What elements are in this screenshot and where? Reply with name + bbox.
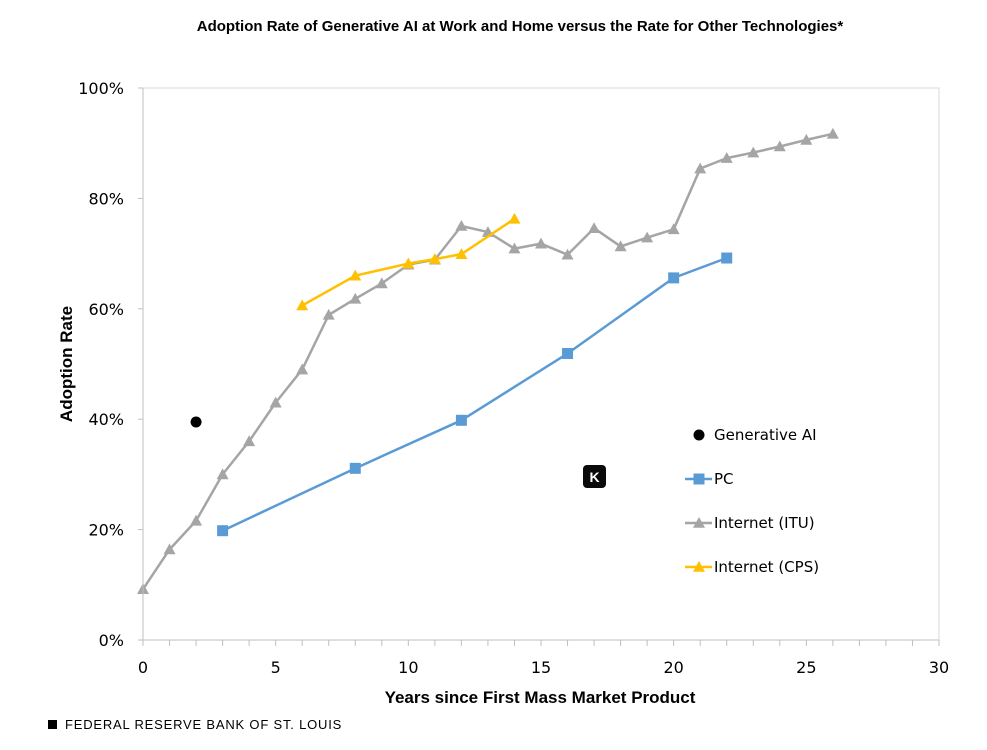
legend-marker-internet-cps <box>693 561 705 572</box>
data-point-internet-cps <box>402 257 415 269</box>
plot-area-border <box>142 87 940 641</box>
legend-label-generative-ai: Generative AI <box>714 426 817 444</box>
data-point-internet-itu <box>800 133 813 145</box>
data-point-internet-itu <box>667 223 680 235</box>
series-line-internet-cps <box>301 217 516 307</box>
x-tick-label: 10 <box>398 658 418 677</box>
footer-source: FEDERAL RESERVE BANK OF ST. LOUIS <box>48 717 342 732</box>
data-point-internet-itu <box>508 242 521 254</box>
data-point-internet-itu <box>190 514 203 526</box>
x-tick-label: 25 <box>796 658 816 677</box>
y-tick-label: 0% <box>99 631 124 650</box>
series-line-pc <box>222 256 728 532</box>
data-point-internet-itu <box>269 396 282 408</box>
x-tick-label: 0 <box>138 658 148 677</box>
y-tick-label: 40% <box>88 410 124 429</box>
data-point-internet-cps <box>508 212 521 224</box>
data-point-generative-ai <box>190 416 202 428</box>
k-logo-icon: K <box>583 465 606 488</box>
data-point-internet-itu <box>641 231 654 243</box>
k-logo-letter: K <box>589 469 599 485</box>
data-point-pc <box>349 462 361 474</box>
data-point-internet-cps <box>428 253 441 264</box>
data-point-internet-itu <box>694 162 707 174</box>
data-point-internet-itu <box>163 543 176 555</box>
data-point-internet-itu <box>561 248 574 260</box>
x-tick-label: 15 <box>531 658 551 677</box>
chart-title: Adoption Rate of Generative AI at Work a… <box>196 18 844 35</box>
data-point-internet-cps <box>455 248 468 259</box>
data-point-internet-itu <box>588 222 601 234</box>
y-tick-label: 60% <box>88 300 124 319</box>
data-point-internet-itu <box>296 363 309 375</box>
data-point-internet-cps <box>296 299 309 311</box>
y-tick-label: 100% <box>78 79 124 98</box>
data-point-internet-itu <box>773 140 786 152</box>
legend-label-internet-itu: Internet (ITU) <box>714 514 815 532</box>
legend-marker-generative-ai <box>693 429 705 441</box>
x-tick-label: 30 <box>929 658 949 677</box>
y-tick-label: 80% <box>88 189 124 208</box>
legend: Generative AI PC Internet (ITU) Internet (C… <box>685 426 819 576</box>
x-tick-label: 20 <box>663 658 683 677</box>
data-point-internet-itu <box>826 127 839 139</box>
footer-square-icon <box>48 720 57 729</box>
x-tick-label: 5 <box>271 658 281 677</box>
data-point-pc <box>455 414 467 426</box>
data-point-pc <box>668 272 680 284</box>
legend-label-pc: PC <box>714 470 734 488</box>
x-axis-title: Years since First Mass Market Product <box>385 688 696 707</box>
data-point-internet-itu <box>322 308 335 320</box>
data-point-internet-itu <box>349 292 362 304</box>
data-point-pc <box>562 348 574 360</box>
footer-source-label: FEDERAL RESERVE BANK OF ST. LOUIS <box>65 717 343 732</box>
data-point-internet-cps <box>349 269 362 281</box>
data-point-internet-itu <box>720 152 733 163</box>
legend-marker-pc <box>693 473 705 485</box>
data-point-internet-itu <box>747 146 760 158</box>
y-tick-label: 20% <box>88 521 124 540</box>
legend-label-internet-cps: Internet (CPS) <box>714 558 819 576</box>
data-point-pc <box>217 525 229 537</box>
data-point-internet-itu <box>455 220 468 231</box>
data-point-internet-itu <box>614 240 627 252</box>
data-point-internet-itu <box>535 237 547 249</box>
data-point-pc <box>721 252 733 264</box>
data-point-internet-itu <box>216 468 229 480</box>
data-point-internet-itu <box>243 435 256 447</box>
data-point-internet-itu <box>375 277 388 289</box>
y-axis-title: Adoption Rate <box>57 306 76 422</box>
legend-marker-internet-itu <box>693 517 705 528</box>
